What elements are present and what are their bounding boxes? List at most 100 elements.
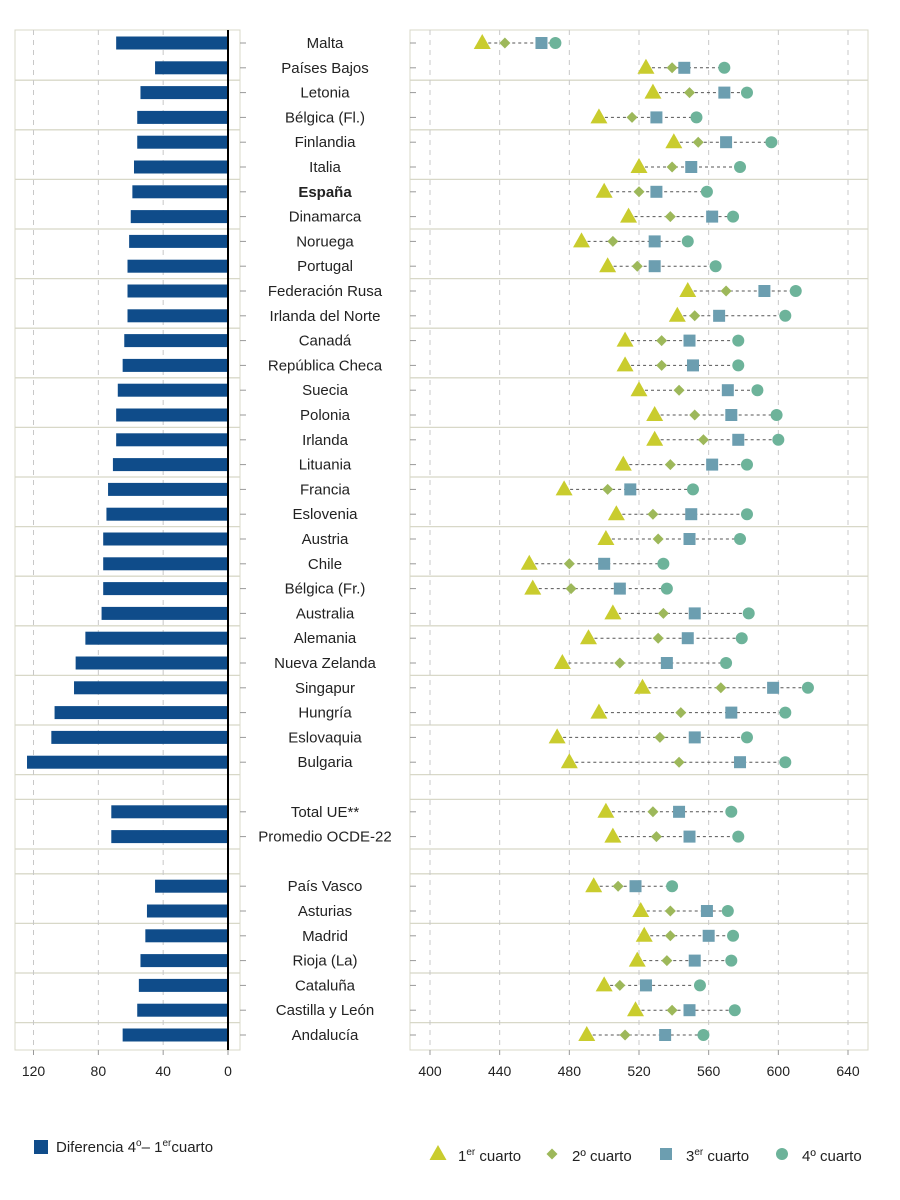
- q4-point: [728, 1004, 741, 1017]
- country-label: Polonia: [300, 407, 351, 424]
- q2-point: [692, 136, 704, 148]
- q4-point: [727, 210, 740, 223]
- q4-point: [693, 979, 706, 992]
- q1-point: [553, 654, 571, 669]
- q1-point: [579, 629, 597, 645]
- q2-point: [697, 434, 709, 446]
- country-label: Bélgica (Fr.): [285, 581, 366, 598]
- q3-point: [688, 731, 701, 744]
- q3-point: [706, 210, 719, 223]
- diff-bar: [155, 879, 228, 893]
- right-tick-label: 600: [767, 1063, 791, 1079]
- q4-point: [725, 805, 738, 818]
- diff-bar: [117, 383, 228, 397]
- q1-point: [597, 802, 615, 818]
- q4-point: [697, 1029, 710, 1041]
- q4-point: [732, 830, 745, 843]
- diff-bar: [111, 830, 228, 844]
- q2-point: [684, 87, 696, 99]
- q4-point: [772, 433, 785, 446]
- q4-point: [735, 632, 748, 645]
- diff-bar: [122, 358, 228, 372]
- q4-point: [751, 384, 764, 397]
- q4-point: [765, 136, 778, 149]
- q2-point: [664, 930, 676, 942]
- q1-point: [630, 158, 648, 173]
- country-label: Bélgica (Fl.): [285, 109, 365, 126]
- q2-point: [650, 831, 662, 843]
- left-tick-label: 40: [155, 1063, 171, 1079]
- country-label: Cataluña: [295, 977, 356, 994]
- q4-point: [742, 607, 755, 620]
- q3-point: [720, 136, 733, 149]
- diff-bar: [127, 309, 228, 323]
- left-tick-label: 0: [224, 1063, 232, 1079]
- country-label: Singapur: [295, 680, 355, 697]
- q2-point: [720, 285, 732, 297]
- q4-point: [779, 309, 792, 322]
- diff-bar: [137, 135, 228, 149]
- q2-point: [499, 37, 511, 49]
- q4-point: [721, 905, 734, 917]
- q3-point: [734, 756, 747, 769]
- country-label: Portugal: [297, 258, 353, 275]
- q4-point: [657, 557, 670, 570]
- q3-point: [683, 1004, 696, 1017]
- country-label: Bulgaria: [297, 754, 353, 771]
- q1-point: [630, 381, 648, 397]
- q2-point: [626, 111, 638, 123]
- diff-bar: [133, 160, 228, 174]
- country-label: Noruega: [296, 233, 354, 250]
- right-tick-label: 520: [627, 1063, 651, 1079]
- diff-bar: [137, 1003, 228, 1017]
- q3-point: [639, 979, 652, 992]
- legend-q3-marker: [660, 1148, 672, 1160]
- country-label: Castilla y León: [276, 1002, 374, 1019]
- legend-label: 2º cuarto: [572, 1148, 632, 1165]
- country-label: Finlandia: [295, 134, 357, 151]
- diff-bar: [132, 185, 228, 199]
- q2-point: [666, 62, 678, 74]
- q1-point: [665, 133, 683, 149]
- q3-point: [688, 607, 701, 620]
- q3-point: [648, 235, 661, 248]
- q3-point: [767, 681, 780, 694]
- country-label: Austria: [302, 531, 349, 548]
- q2-point: [673, 384, 685, 396]
- diff-bar: [127, 284, 228, 298]
- q3-point: [758, 285, 771, 297]
- q2-point: [563, 558, 575, 570]
- q4-point: [700, 185, 713, 198]
- diff-bar: [74, 681, 228, 695]
- diff-bar: [127, 259, 228, 273]
- q1-point: [604, 604, 622, 620]
- q4-point: [732, 359, 745, 372]
- q3-point: [624, 483, 637, 496]
- q1-point: [628, 951, 646, 967]
- q1-point: [632, 902, 650, 917]
- q4-point: [740, 731, 753, 744]
- q4-point: [779, 706, 792, 719]
- legend-label: 3er cuarto: [686, 1147, 749, 1165]
- q2-point: [647, 508, 659, 520]
- q1-point: [595, 182, 613, 198]
- q3-point: [678, 61, 691, 74]
- diff-bar: [124, 334, 228, 348]
- legend-q2-marker: [546, 1148, 558, 1160]
- diff-bar: [140, 954, 228, 968]
- q2-point: [664, 459, 676, 471]
- diff-bar: [103, 557, 228, 571]
- q4-point: [779, 756, 792, 769]
- q2-point: [656, 359, 668, 371]
- country-label: Australia: [296, 605, 355, 622]
- country-label: Promedio OCDE-22: [258, 829, 391, 846]
- country-label: Dinamarca: [289, 209, 362, 226]
- diff-bar: [129, 234, 228, 248]
- q1-point: [560, 753, 578, 769]
- country-label: Suecia: [302, 382, 349, 399]
- legend-label: 1er cuarto: [458, 1147, 521, 1165]
- right-tick-label: 560: [697, 1063, 721, 1079]
- diff-bar: [51, 730, 229, 744]
- country-label: Irlanda: [302, 432, 349, 449]
